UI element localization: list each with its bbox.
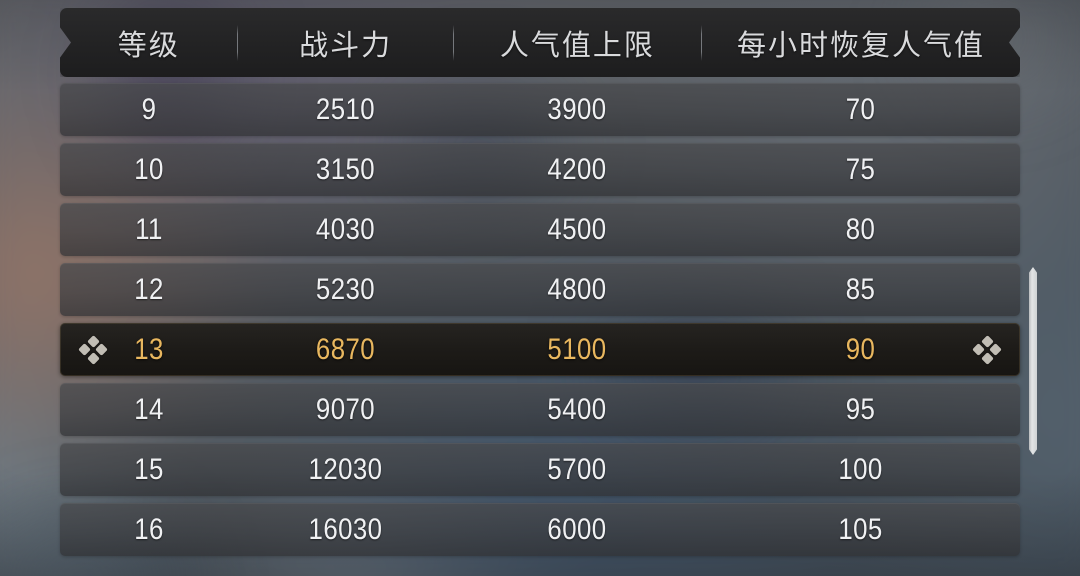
cell-popcap: 5400 (547, 392, 607, 426)
table-row[interactable]: 13 6870 5100 90 (60, 323, 1020, 376)
header-divider-2 (453, 25, 454, 61)
column-header-popcap: 人气值上限 (499, 29, 655, 62)
table-header-row: 等级 战斗力 人气值上限 每小时恢复人气值 (60, 8, 1020, 77)
cell-level: 13 (134, 332, 164, 366)
scrollbar-thumb[interactable] (1029, 267, 1037, 455)
cell-power: 9070 (315, 392, 376, 426)
cell-level: 10 (134, 152, 164, 186)
header-divider-3 (701, 25, 702, 61)
table-row[interactable]: 15 12030 5700 100 (60, 443, 1020, 496)
cell-regen_hourly: 75 (845, 152, 876, 186)
cell-level: 16 (134, 512, 164, 546)
table-row[interactable]: 14 9070 5400 95 (60, 383, 1020, 436)
cell-power: 6870 (315, 332, 376, 366)
cell-power: 3150 (315, 152, 376, 186)
cell-power: 5230 (315, 272, 376, 306)
column-header-regen-hourly: 每小时恢复人气值 (736, 29, 985, 62)
cell-level: 14 (134, 392, 164, 426)
cell-popcap: 4800 (547, 272, 607, 306)
cell-regen_hourly: 95 (845, 392, 876, 426)
cell-power: 12030 (308, 452, 383, 486)
cell-power: 16030 (308, 512, 383, 546)
table-row[interactable]: 10 3150 4200 75 (60, 143, 1020, 196)
column-header-power: 战斗力 (299, 29, 393, 62)
cell-popcap: 6000 (547, 512, 607, 546)
cell-regen_hourly: 90 (845, 332, 876, 366)
cell-level: 15 (134, 452, 164, 486)
cell-level: 11 (135, 212, 163, 246)
cell-power: 4030 (315, 212, 376, 246)
cell-popcap: 4200 (547, 152, 607, 186)
cell-popcap: 5100 (547, 332, 607, 366)
cell-level: 9 (141, 92, 157, 126)
table-row[interactable]: 11 4030 4500 80 (60, 203, 1020, 256)
cell-regen_hourly: 85 (845, 272, 876, 306)
cell-level: 12 (134, 272, 164, 306)
cell-regen_hourly: 70 (845, 92, 876, 126)
table-row[interactable]: 12 5230 4800 85 (60, 263, 1020, 316)
cell-regen_hourly: 80 (845, 212, 876, 246)
table-row[interactable]: 16 16030 6000 105 (60, 503, 1020, 556)
cell-popcap: 4500 (547, 212, 607, 246)
cell-power: 2510 (315, 92, 376, 126)
column-header-level: 等级 (117, 29, 180, 62)
cell-regen_hourly: 105 (838, 512, 883, 546)
cell-popcap: 3900 (547, 92, 607, 126)
header-divider-1 (237, 25, 238, 61)
cell-popcap: 5700 (547, 452, 607, 486)
cell-regen_hourly: 100 (838, 452, 883, 486)
table-row[interactable]: 9 2510 3900 70 (60, 83, 1020, 136)
